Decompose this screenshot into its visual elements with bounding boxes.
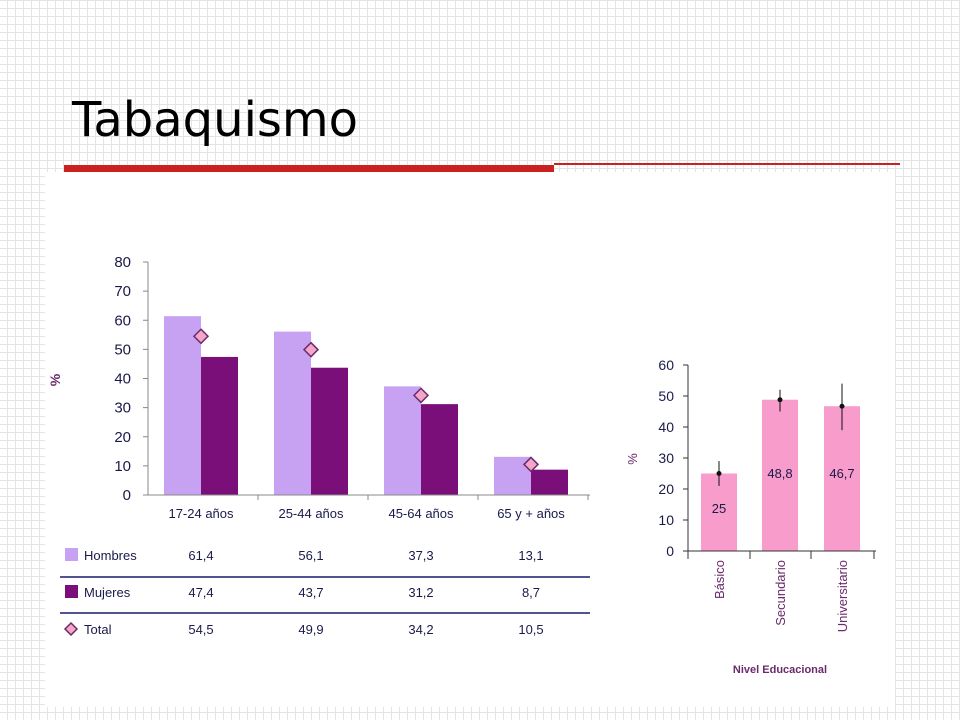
y-tick-label: 70: [114, 283, 131, 300]
table-cell: 34,2: [408, 622, 433, 637]
charts-svg: 0 10 20 30 40 50 60 70 80 17-24 años 25-44 años 45…: [47, 254, 876, 676]
marker-total: [302, 341, 320, 358]
bar-education: [701, 473, 737, 551]
bar-hombres: [274, 331, 311, 495]
bar-education: [824, 406, 860, 551]
table-cell: 10,5: [518, 622, 543, 637]
age-chart-bars: [164, 316, 568, 495]
table-cell: 43,7: [298, 585, 323, 600]
age-chart-y-label: %: [47, 373, 63, 386]
data-label: 25: [712, 501, 726, 516]
education-chart-x-label: Nivel Educacional: [733, 664, 827, 676]
y-tick-label: 20: [114, 429, 131, 446]
education-chart-y-ticks: 0 10 20 30 40 50 60: [658, 357, 688, 559]
bar-mujeres: [201, 356, 238, 495]
chart-panel: 0 10 20 30 40 50 60 70 80 17-24 años 25-44 años 45…: [45, 172, 895, 707]
bar-mujeres: [311, 367, 348, 495]
table-cell: 13,1: [518, 548, 543, 563]
error-bar-point: [839, 403, 845, 409]
y-tick-label: 60: [658, 357, 674, 373]
slide-title: Tabaquismo: [72, 92, 359, 148]
error-bar-point: [777, 397, 783, 403]
y-tick-label: 50: [658, 388, 674, 404]
marker-total: [412, 387, 430, 404]
bar-hombres: [164, 316, 201, 495]
error-bar-point: [716, 471, 722, 476]
age-group-chart: 0 10 20 30 40 50 60 70 80 17-24 años 25-44 años 45…: [47, 254, 590, 637]
y-tick-label: 40: [114, 371, 131, 388]
legend-swatch: [63, 621, 79, 637]
education-chart: 0 10 20 30 40 50 60 25 48,8 46,7 Básico Secundari…: [625, 357, 876, 676]
x-category-label: Universitario: [835, 560, 850, 632]
table-cell: 37,3: [408, 548, 433, 563]
table-cell: 54,5: [188, 622, 213, 637]
x-category-label: 17-24 años: [168, 506, 234, 521]
table-cell: 61,4: [188, 548, 213, 563]
age-chart-data-table: Hombres 61,4 56,1 37,3 13,1 Mujeres 47,4 43,7 31…: [60, 548, 590, 637]
y-tick-label: 0: [123, 487, 131, 504]
legend-swatch: [65, 585, 78, 598]
education-chart-y-label: %: [625, 453, 640, 465]
marker-total: [522, 456, 540, 473]
x-category-label: 25-44 años: [278, 506, 344, 521]
data-label: 48,8: [767, 466, 792, 481]
y-tick-label: 10: [114, 458, 131, 475]
data-label: 46,7: [829, 466, 854, 481]
x-category-label: 45-64 años: [388, 506, 454, 521]
legend-label: Total: [84, 622, 112, 637]
y-tick-label: 0: [666, 543, 674, 559]
table-cell: 56,1: [298, 548, 323, 563]
table-cell: 8,7: [522, 585, 540, 600]
marker-total: [192, 328, 210, 345]
legend-label: Hombres: [84, 548, 137, 563]
table-cell: 49,9: [298, 622, 323, 637]
bar-mujeres: [421, 404, 458, 495]
title-rule-thick: [64, 165, 554, 173]
y-tick-label: 50: [114, 341, 131, 358]
x-category-label: Básico: [712, 560, 727, 599]
legend-label: Mujeres: [84, 585, 131, 600]
title-rule-thin: [554, 163, 900, 165]
legend-swatch: [65, 548, 78, 561]
age-chart-y-ticks: 0 10 20 30 40 50 60 70 80: [114, 254, 148, 504]
y-tick-label: 10: [658, 512, 674, 528]
y-tick-label: 30: [114, 400, 131, 417]
age-chart-categories: 17-24 años 25-44 años 45-64 años 65 y + año…: [168, 495, 589, 521]
education-chart-bars: 25 48,8 46,7: [701, 383, 860, 551]
table-cell: 31,2: [408, 585, 433, 600]
y-tick-label: 40: [658, 419, 674, 435]
y-tick-label: 60: [114, 312, 131, 329]
y-tick-label: 20: [658, 481, 674, 497]
x-category-label: Secundario: [773, 560, 788, 626]
table-cell: 47,4: [188, 585, 213, 600]
bar-mujeres: [531, 469, 568, 495]
y-tick-label: 30: [658, 450, 674, 466]
bar-education: [762, 399, 798, 551]
x-category-label: 65 y + años: [497, 506, 565, 521]
bar-hombres: [384, 386, 421, 495]
education-chart-categories: Básico Secundario Universitario: [687, 551, 875, 632]
y-tick-label: 80: [114, 254, 131, 271]
